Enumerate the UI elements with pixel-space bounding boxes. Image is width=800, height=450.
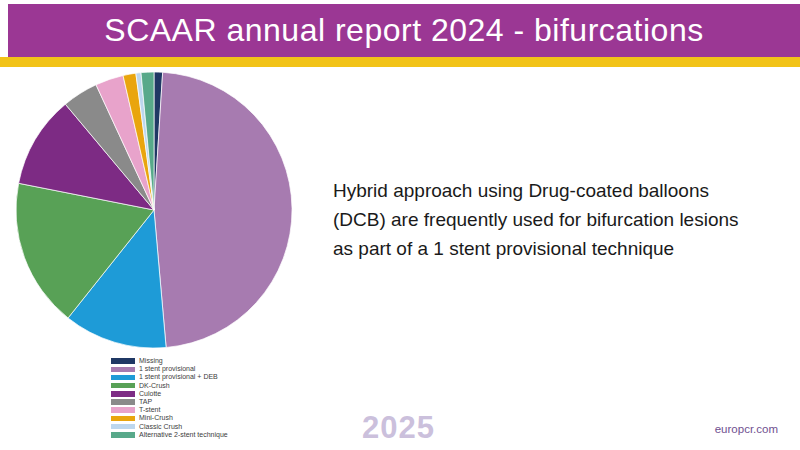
legend-item: Culotte bbox=[111, 390, 228, 398]
annotation-text: Hybrid approach using Drug-coated balloo… bbox=[333, 176, 795, 263]
slide: SCAAR annual report 2024 - bifurcations … bbox=[0, 0, 800, 450]
legend-label: T-stent bbox=[139, 406, 160, 414]
legend-swatch bbox=[111, 407, 135, 413]
legend-swatch bbox=[111, 358, 135, 364]
legend-item: T-stent bbox=[111, 406, 228, 414]
legend-item: Mini-Crush bbox=[111, 414, 228, 422]
annotation-line: as part of a 1 stent provisional techniq… bbox=[333, 234, 795, 263]
year-watermark: 2025 bbox=[362, 410, 435, 446]
legend-label: Culotte bbox=[139, 390, 161, 398]
legend-swatch bbox=[111, 424, 135, 430]
legend-swatch bbox=[111, 432, 135, 438]
legend-swatch bbox=[111, 367, 135, 373]
legend-swatch bbox=[111, 383, 135, 389]
pie-slice bbox=[154, 72, 292, 347]
chart-legend: Missing1 stent provisional1 stent provis… bbox=[111, 357, 228, 439]
pie-chart-svg bbox=[15, 71, 293, 349]
pie-chart bbox=[15, 71, 293, 349]
legend-label: 1 stent provisional + DEB bbox=[139, 373, 218, 381]
legend-label: Mini-Crush bbox=[139, 414, 173, 422]
legend-item: TAP bbox=[111, 398, 228, 406]
legend-swatch bbox=[111, 391, 135, 397]
europcr-link[interactable]: europcr.com bbox=[715, 423, 778, 435]
legend-swatch bbox=[111, 416, 135, 422]
legend-label: 1 stent provisional bbox=[139, 365, 195, 373]
accent-divider bbox=[0, 57, 800, 67]
legend-item: Classic Crush bbox=[111, 423, 228, 431]
legend-item: Missing bbox=[111, 357, 228, 365]
legend-swatch bbox=[111, 399, 135, 405]
page-title: SCAAR annual report 2024 - bifurcations bbox=[104, 12, 703, 49]
legend-label: Classic Crush bbox=[139, 423, 182, 431]
legend-item: DK-Crush bbox=[111, 382, 228, 390]
annotation-line: (DCB) are frequently used for bifurcatio… bbox=[333, 205, 795, 234]
legend-label: Alternative 2-stent technique bbox=[139, 431, 228, 439]
legend-swatch bbox=[111, 375, 135, 381]
legend-label: TAP bbox=[139, 398, 152, 406]
legend-item: 1 stent provisional bbox=[111, 365, 228, 373]
legend-label: Missing bbox=[139, 357, 163, 365]
annotation-line: Hybrid approach using Drug-coated balloo… bbox=[333, 176, 795, 205]
header-bar: SCAAR annual report 2024 - bifurcations bbox=[8, 4, 800, 57]
legend-item: 1 stent provisional + DEB bbox=[111, 373, 228, 381]
legend-label: DK-Crush bbox=[139, 382, 170, 390]
legend-item: Alternative 2-stent technique bbox=[111, 431, 228, 439]
